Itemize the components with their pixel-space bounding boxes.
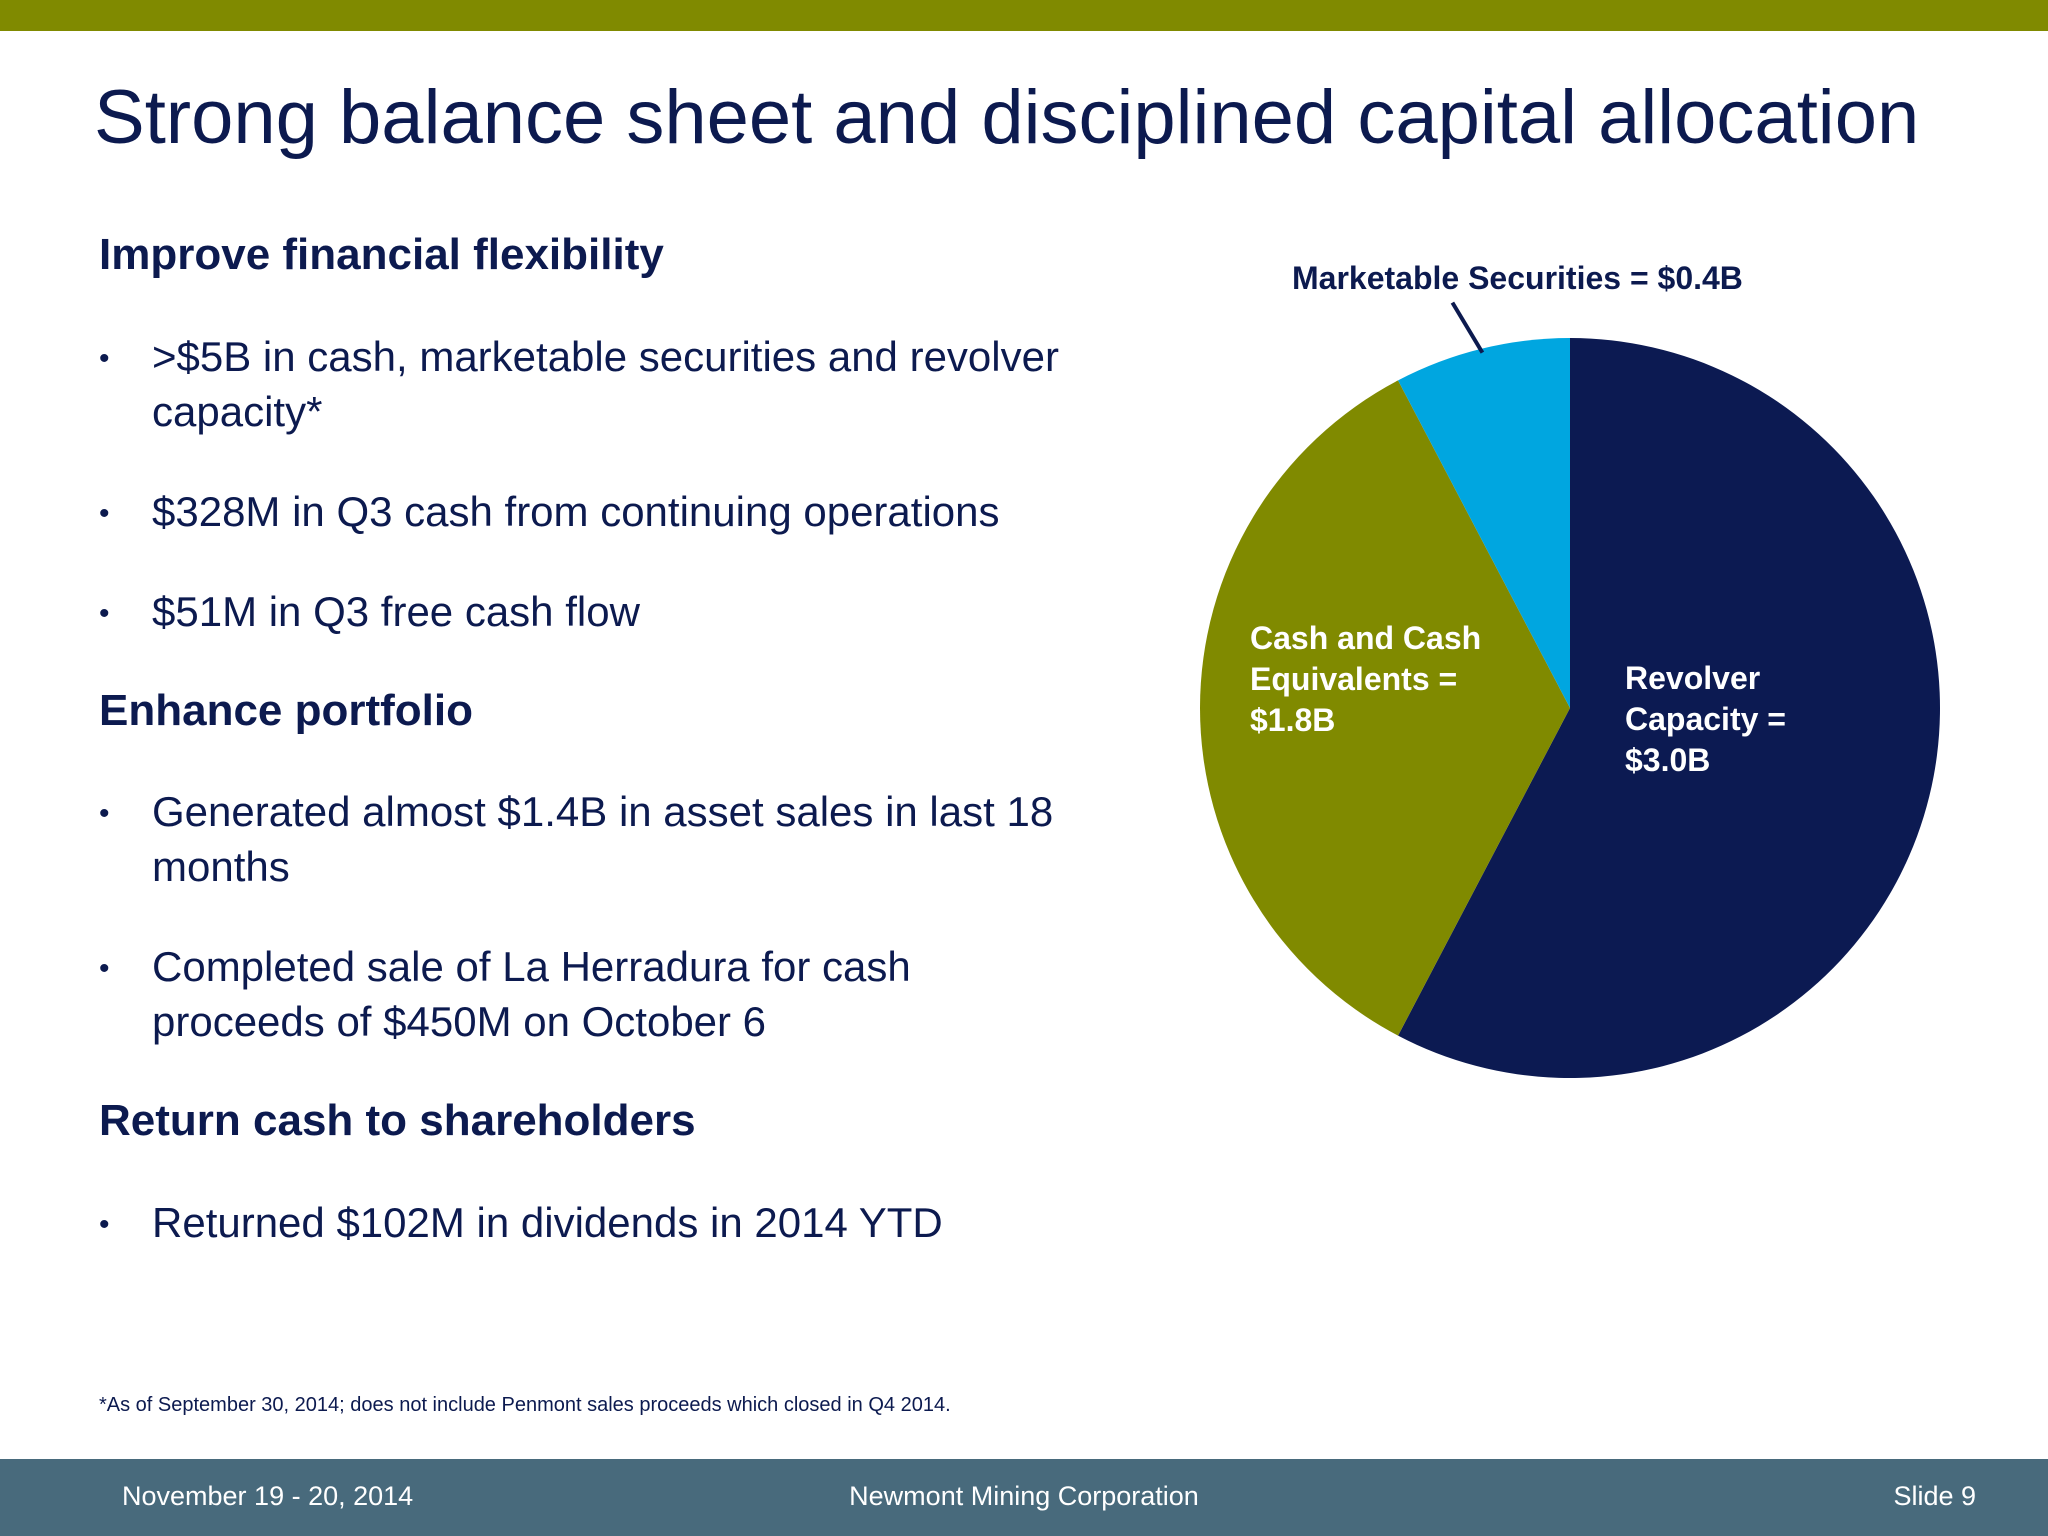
footer-slide-number: Slide 9 [1893,1481,1976,1511]
bullet-text: $328M in Q3 cash from continuing operati… [152,488,1000,535]
slide-title: Strong balance sheet and disciplined cap… [94,75,1920,160]
bullet-marker: • [99,597,110,630]
pie-slice-label-line: Revolver [1625,660,1761,696]
section-heading-financial-flexibility: Improve financial flexibility [99,230,664,279]
bullet-text: >$5B in cash, marketable securities and … [152,333,1059,435]
footer-date: November 19 - 20, 2014 [122,1481,414,1511]
capital-pie-chart: Revolver Capacity = $3.0B Cash and Cash Equi… [1180,240,2000,1100]
pie-slice-0 [1398,338,1940,1078]
pie-chart-svg [1200,301,1940,1078]
pie-slice-label-line: Capacity = [1625,701,1786,737]
bullet-text: $51M in Q3 free cash flow [152,588,640,635]
bullet-marker: • [99,952,110,985]
bullet-text: Completed sale of La Herradura for cash … [152,943,911,1045]
pie-slice-label-line: $3.0B [1625,742,1711,778]
pie-slice-label-1: Cash and Cash Equivalents = $1.8B [1250,618,1530,741]
section-heading-enhance-portfolio: Enhance portfolio [99,686,473,735]
footer-bar: November 19 - 20, 2014 Newmont Mining Co… [0,1459,2048,1536]
pie-callout-line [1450,301,1485,354]
bullet-text: Returned $102M in dividends in 2014 YTD [152,1199,943,1246]
top-accent-bar [0,0,2048,31]
pie-slice-label-line: Cash and Cash [1250,620,1482,656]
footer-company: Newmont Mining Corporation [849,1481,1199,1511]
bullet-marker: • [99,342,110,375]
bullet-marker: • [99,797,110,830]
pie-slice-label-line: $1.8B [1250,702,1336,738]
bullet-marker: • [99,1208,110,1241]
pie-slice-label-line: Equivalents = [1250,661,1458,697]
bullet-text: Generated almost $1.4B in asset sales in… [152,788,1054,890]
pie-slice-1 [1200,380,1570,1036]
pie-slice-label-0: Revolver Capacity = $3.0B [1625,658,1905,781]
footnote: *As of September 30, 2014; does not incl… [99,1394,951,1416]
pie-slice-2 [1398,338,1570,708]
pie-callout-label-2: Marketable Securities = $0.4B [1292,260,1743,296]
bullet-marker: • [99,497,110,530]
section-heading-return-cash: Return cash to shareholders [99,1096,696,1145]
